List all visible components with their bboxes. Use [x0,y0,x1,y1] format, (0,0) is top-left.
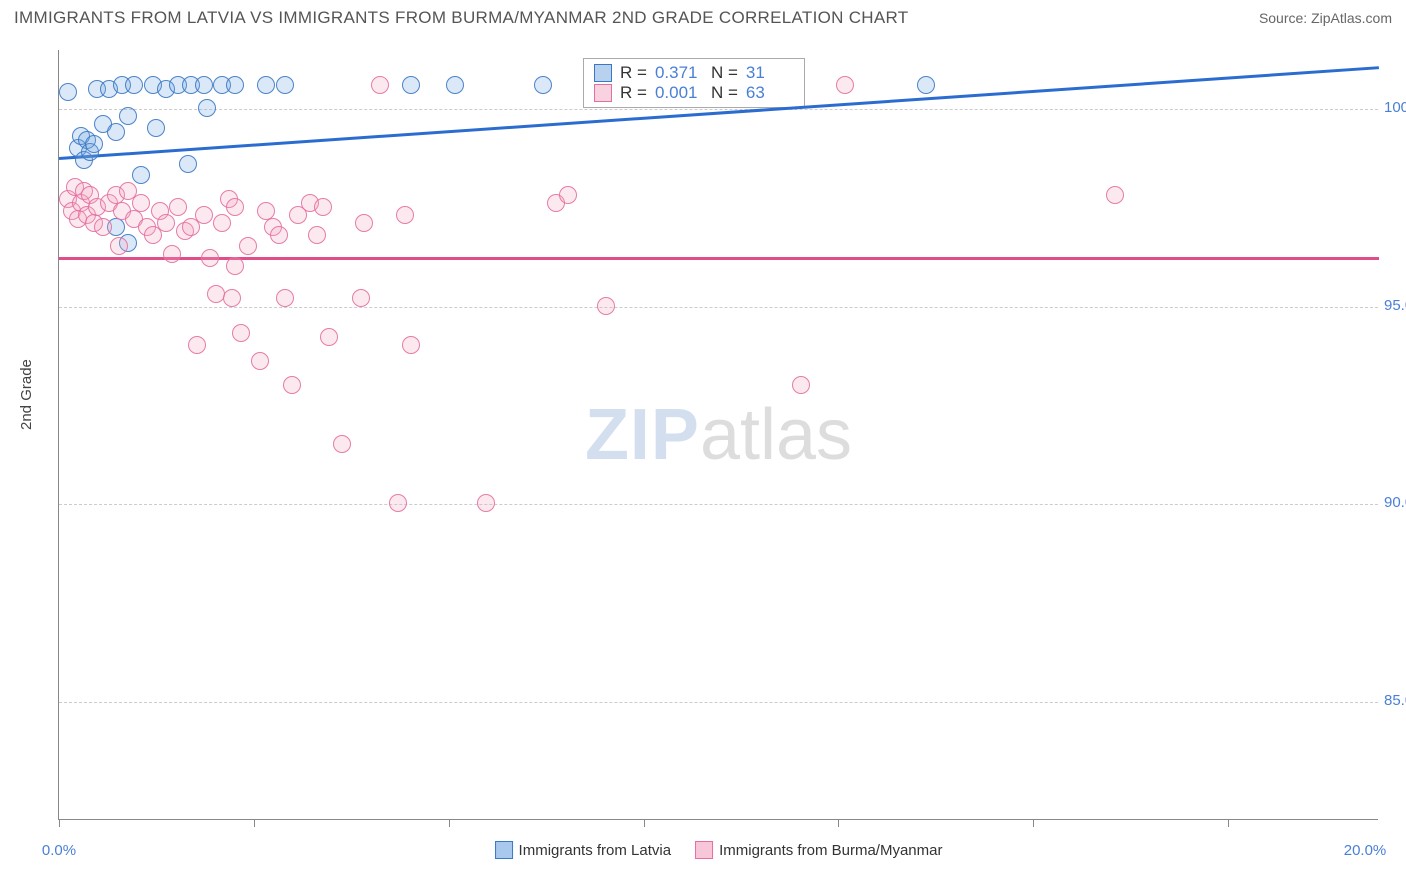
legend-label-burma: Immigrants from Burma/Myanmar [719,842,942,859]
data-point [333,435,351,453]
x-tick [838,819,839,827]
data-point [283,376,301,394]
data-point [119,107,137,125]
data-point [371,76,389,94]
watermark-atlas: atlas [700,395,852,475]
data-point [308,226,326,244]
data-point [107,123,125,141]
x-tick [449,819,450,827]
data-point [836,76,854,94]
gridline [59,307,1378,308]
data-point [223,289,241,307]
data-point [276,76,294,94]
data-point [213,214,231,232]
x-tick [1228,819,1229,827]
data-point [157,214,175,232]
data-point [389,494,407,512]
r-label: R = [620,63,647,83]
data-point [125,76,143,94]
n-label: N = [711,63,738,83]
data-point [402,76,420,94]
data-point [355,214,373,232]
data-point [132,194,150,212]
data-point [396,206,414,224]
gridline [59,504,1378,505]
data-point [195,206,213,224]
scatter-chart: ZIPatlas R = 0.371 N = 31 R = 0.001 N = … [58,50,1378,820]
legend-swatch-burma [594,84,612,102]
data-point [179,155,197,173]
chart-title: IMMIGRANTS FROM LATVIA VS IMMIGRANTS FRO… [14,8,908,28]
gridline [59,702,1378,703]
data-point [147,119,165,137]
watermark-zip: ZIP [585,395,700,475]
data-point [188,336,206,354]
data-point [132,166,150,184]
data-point [169,198,187,216]
data-point [251,352,269,370]
r-label: R = [620,83,647,103]
x-tick [59,819,60,827]
stats-legend-box: R = 0.371 N = 31 R = 0.001 N = 63 [583,58,805,108]
data-point [917,76,935,94]
data-point [198,99,216,117]
x-tick [644,819,645,827]
data-point [85,135,103,153]
trend-line [59,257,1379,260]
y-tick-label: 90.0% [1384,494,1406,511]
bottom-legend: Immigrants from Latvia Immigrants from B… [495,841,943,859]
data-point [195,76,213,94]
data-point [59,83,77,101]
data-point [559,186,577,204]
n-value-latvia: 31 [746,63,794,83]
legend-item-latvia: Immigrants from Latvia [495,841,672,859]
y-axis-label: 2nd Grade [18,359,35,430]
source-label: Source: ZipAtlas.com [1259,10,1392,26]
r-value-burma: 0.001 [655,83,703,103]
data-point [226,257,244,275]
y-tick-label: 85.0% [1384,692,1406,709]
data-point [270,226,288,244]
legend-swatch-latvia [594,64,612,82]
data-point [226,76,244,94]
data-point [257,76,275,94]
data-point [402,336,420,354]
data-point [201,249,219,267]
legend-swatch-icon [495,841,513,859]
stats-row-latvia: R = 0.371 N = 31 [594,63,794,83]
watermark: ZIPatlas [585,394,852,476]
n-value-burma: 63 [746,83,794,103]
data-point [534,76,552,94]
gridline [59,109,1378,110]
data-point [792,376,810,394]
data-point [352,289,370,307]
data-point [477,494,495,512]
data-point [239,237,257,255]
stats-row-burma: R = 0.001 N = 63 [594,83,794,103]
data-point [1106,186,1124,204]
data-point [232,324,250,342]
y-tick-label: 95.0% [1384,297,1406,314]
x-tick [1033,819,1034,827]
x-tick-label: 0.0% [42,842,76,859]
y-tick-label: 100.0% [1384,99,1406,116]
data-point [94,218,112,236]
x-tick [254,819,255,827]
data-point [226,198,244,216]
data-point [163,245,181,263]
legend-item-burma: Immigrants from Burma/Myanmar [695,841,942,859]
data-point [276,289,294,307]
x-tick-label: 20.0% [1344,842,1387,859]
legend-label-latvia: Immigrants from Latvia [519,842,672,859]
data-point [446,76,464,94]
legend-swatch-icon [695,841,713,859]
data-point [314,198,332,216]
r-value-latvia: 0.371 [655,63,703,83]
data-point [597,297,615,315]
n-label: N = [711,83,738,103]
data-point [320,328,338,346]
data-point [110,237,128,255]
